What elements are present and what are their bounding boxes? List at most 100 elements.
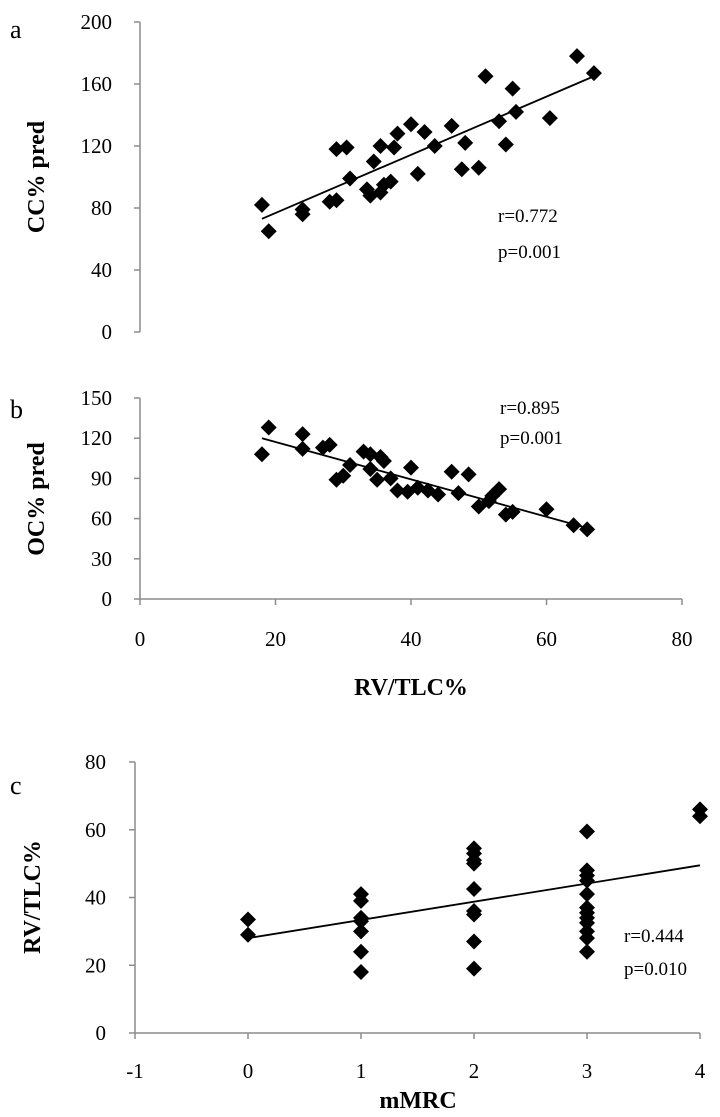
- data-point: [579, 886, 595, 903]
- data-point: [321, 436, 338, 453]
- x-axis-label: mMRC: [379, 1088, 456, 1114]
- trendline: [247, 864, 701, 940]
- y-tick-label: 0: [102, 587, 113, 611]
- data-point: [403, 116, 419, 133]
- data-point: [497, 136, 514, 153]
- x-tick-label: 0: [243, 1059, 254, 1083]
- data-point: [328, 141, 345, 158]
- y-tick-label: 80: [85, 750, 106, 774]
- data-point: [389, 482, 406, 499]
- panel-label: a: [10, 15, 22, 44]
- correlation-r: r=0.895: [500, 398, 560, 419]
- data-point: [409, 165, 426, 182]
- data-point: [362, 461, 379, 478]
- data-point: [585, 65, 602, 82]
- y-axis-label: RV/TLC%: [20, 840, 46, 954]
- y-tick-label: 0: [102, 320, 113, 344]
- data-point: [389, 125, 406, 142]
- y-axis-label: CC% pred: [24, 120, 50, 233]
- data-point: [453, 161, 470, 178]
- data-point: [538, 501, 555, 518]
- x-tick-label: 2: [469, 1059, 480, 1083]
- data-point: [466, 906, 482, 923]
- data-point: [342, 170, 359, 187]
- data-point: [579, 521, 596, 538]
- data-point: [430, 486, 447, 503]
- data-point: [692, 808, 708, 825]
- y-tick-label: 80: [91, 196, 112, 220]
- data-point: [504, 80, 521, 97]
- data-point: [353, 913, 369, 930]
- data-point: [338, 139, 355, 156]
- y-tick-label: 160: [81, 72, 113, 96]
- data-point: [260, 419, 277, 436]
- data-point: [443, 117, 460, 134]
- data-point: [365, 153, 382, 170]
- y-tick-label: 40: [85, 886, 106, 910]
- data-point: [457, 134, 474, 151]
- chart-a: a 0 40 80 120 160 200 CC% pred r=0.772 p=0.001: [10, 10, 602, 344]
- data-point: [369, 471, 386, 488]
- data-point: [294, 426, 311, 443]
- y-tick-label: 200: [81, 10, 113, 34]
- data-point: [342, 457, 359, 473]
- data-point: [466, 881, 482, 898]
- x-tick-label: 20: [265, 627, 286, 651]
- data-point: [568, 48, 585, 65]
- data-point: [240, 911, 256, 928]
- correlation-r: r=0.444: [624, 926, 684, 947]
- x-tick-label: 1: [356, 1059, 367, 1083]
- y-tick-label: 120: [81, 426, 113, 450]
- y-tick-label: 60: [85, 818, 106, 842]
- x-tick-label: -1: [126, 1059, 144, 1083]
- y-tick-label: 90: [91, 466, 112, 490]
- data-point: [294, 440, 311, 457]
- data-point: [328, 192, 345, 209]
- data-point: [450, 485, 467, 502]
- p-value: p=0.010: [624, 959, 687, 980]
- p-value: p=0.001: [498, 242, 561, 263]
- data-point: [294, 201, 311, 218]
- data-point: [253, 196, 270, 213]
- data-point: [579, 823, 595, 840]
- data-point: [443, 463, 460, 480]
- p-value: p=0.001: [500, 428, 563, 449]
- y-tick-label: 30: [91, 547, 112, 571]
- data-point: [466, 960, 482, 977]
- data-point: [470, 159, 487, 176]
- data-point: [460, 466, 477, 483]
- data-point: [260, 223, 277, 240]
- x-tick-label: 4: [695, 1059, 706, 1083]
- panel-label: c: [10, 771, 22, 800]
- data-point: [541, 110, 558, 127]
- data-point: [508, 103, 525, 120]
- x-tick-label: 40: [401, 627, 422, 651]
- y-tick-label: 20: [85, 953, 106, 977]
- data-point: [466, 933, 482, 950]
- y-tick-label: 150: [81, 386, 113, 410]
- data-point: [426, 138, 443, 154]
- correlation-r: r=0.772: [498, 206, 558, 227]
- trendline: [261, 75, 595, 220]
- data-point: [416, 124, 433, 141]
- data-point: [382, 173, 399, 190]
- y-tick-label: 60: [91, 507, 112, 531]
- data-point: [579, 930, 595, 947]
- data-point: [403, 459, 419, 476]
- data-point: [504, 503, 521, 520]
- data-point: [579, 872, 595, 889]
- chart-b: b 0 30 60 90 120 150 0 20 40 60 80 OC% pred RV/TLC% r=…: [10, 386, 693, 701]
- panel-label: b: [10, 395, 23, 424]
- x-tick-label: 60: [536, 627, 557, 651]
- data-point: [353, 923, 369, 940]
- y-tick-label: 40: [91, 258, 112, 282]
- data-point: [579, 943, 595, 960]
- x-tick-label: 3: [582, 1059, 593, 1083]
- data-point: [386, 139, 403, 156]
- data-point: [491, 113, 508, 130]
- data-point: [372, 138, 389, 154]
- data-point: [579, 914, 595, 931]
- y-tick-label: 0: [96, 1021, 107, 1045]
- data-point: [375, 452, 392, 469]
